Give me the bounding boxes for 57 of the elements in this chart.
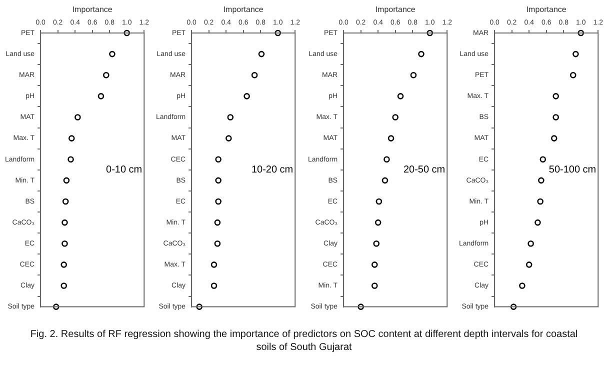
x-axis-title: Importance (224, 5, 264, 14)
point (214, 240, 221, 247)
point (383, 156, 390, 163)
point (572, 50, 579, 58)
point (103, 72, 110, 78)
point (540, 156, 546, 163)
point (62, 198, 69, 205)
point (371, 262, 378, 268)
point (410, 72, 416, 78)
point (211, 282, 218, 289)
point (570, 72, 576, 78)
point (216, 156, 222, 163)
point (371, 282, 378, 289)
point (62, 219, 68, 226)
point (258, 50, 265, 58)
point (519, 282, 526, 289)
point (228, 114, 234, 120)
point (552, 114, 559, 120)
point (68, 156, 74, 163)
annotation: 0-10 cm (106, 164, 142, 176)
point (74, 114, 81, 120)
x-axis-title: Importance (72, 5, 113, 14)
point (214, 219, 221, 226)
point (216, 177, 222, 184)
point (216, 198, 222, 205)
point (392, 114, 398, 120)
point (397, 93, 404, 100)
point (550, 135, 558, 142)
point (109, 50, 116, 58)
point (372, 240, 380, 247)
point (534, 219, 541, 226)
point (211, 262, 218, 268)
point (552, 93, 559, 100)
point (60, 262, 68, 268)
point (388, 135, 394, 142)
caption: Fig. 2. Results of RF regression showing the importance of predictors on SOC content at different depth intervals for coastal soils of South Gujarat (30, 328, 578, 354)
point (537, 198, 544, 205)
annotation: 20-50 cm (403, 164, 445, 176)
x-axis-title: Importance (526, 5, 567, 14)
point (68, 135, 75, 142)
point (374, 219, 381, 226)
point (63, 177, 70, 184)
annotation: 10-20 cm (252, 164, 294, 176)
point (375, 198, 382, 205)
x-axis-title: Importance (374, 5, 416, 14)
annotation: 50-100 cm (548, 164, 596, 176)
point (252, 72, 258, 78)
point (244, 93, 250, 100)
point (418, 50, 424, 58)
point (60, 282, 68, 289)
point (538, 177, 544, 184)
point (98, 93, 104, 100)
point (226, 135, 232, 142)
point (62, 240, 68, 247)
point (526, 262, 532, 268)
point (382, 177, 388, 184)
point (528, 240, 534, 247)
